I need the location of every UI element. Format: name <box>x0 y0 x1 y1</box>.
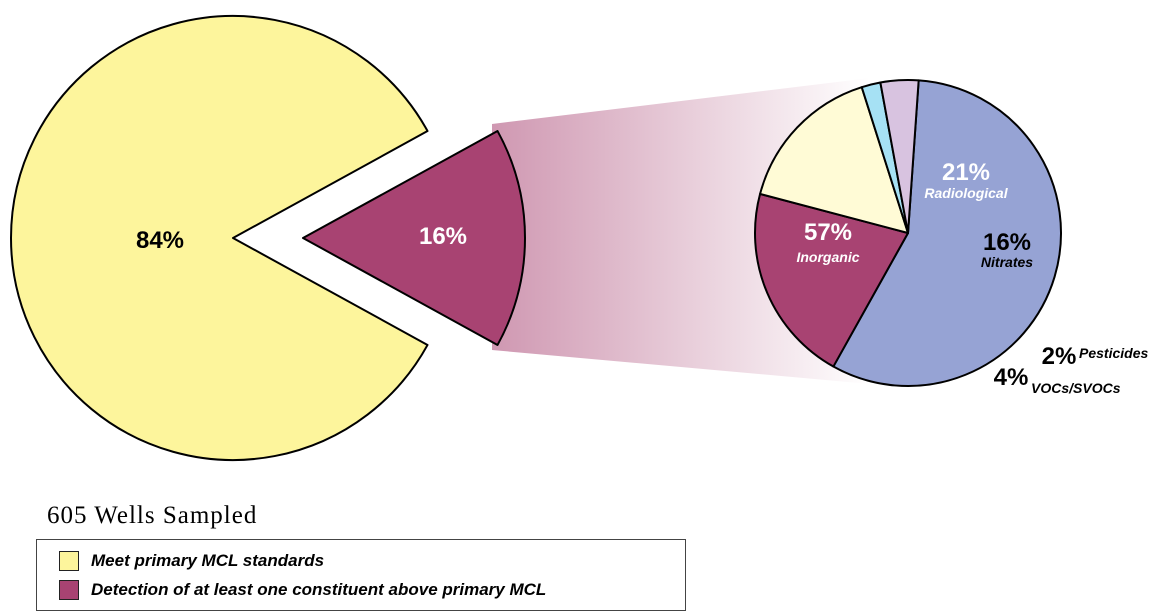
slice-vocssvocs <box>879 79 920 234</box>
label-meet-pct: 84% <box>136 227 184 254</box>
legend: Meet primary MCL standards Detection of … <box>36 539 686 611</box>
exploded-slice <box>302 130 526 346</box>
label-pesticides-pct: 2% <box>1042 343 1077 370</box>
slice-inorganic <box>832 79 1062 387</box>
legend-label-detection: Detection of at least one constituent ab… <box>91 580 547 599</box>
slice-meet-standards <box>10 15 429 461</box>
slice-labels: 84% 16% 57%Inorganic21%Radiological16%Nitr… <box>136 159 1148 396</box>
legend-swatch-meet <box>59 551 79 571</box>
label-nitrates-name: Nitrates <box>981 254 1033 270</box>
legend-swatch-detection <box>59 580 79 600</box>
legend-item-detection: Detection of at least one constituent ab… <box>59 578 546 602</box>
slice-nitrates <box>759 86 909 234</box>
label-pesticides-name: Pesticides <box>1079 345 1148 361</box>
label-inorganic-name: Inorganic <box>796 249 859 265</box>
label-inorganic-pct: 57% <box>804 219 852 246</box>
legend-label-meet: Meet primary MCL standards <box>91 551 325 570</box>
label-vocs-name: VOCs/SVOCs <box>1031 380 1121 396</box>
legend-item-meet: Meet primary MCL standards <box>59 549 324 573</box>
label-radiological-pct: 21% <box>942 159 990 186</box>
label-vocs-pct: 4% <box>994 364 1029 391</box>
slice-above-mcl <box>302 130 526 346</box>
label-above-mcl-pct: 16% <box>419 223 467 250</box>
slice-radiological <box>754 192 909 368</box>
label-nitrates-pct: 16% <box>983 229 1031 256</box>
main-pie <box>10 15 429 461</box>
breakdown-pie <box>754 79 1062 387</box>
label-radiological-name: Radiological <box>924 185 1008 201</box>
sample-count-caption: 605 Wells Sampled <box>47 502 258 529</box>
